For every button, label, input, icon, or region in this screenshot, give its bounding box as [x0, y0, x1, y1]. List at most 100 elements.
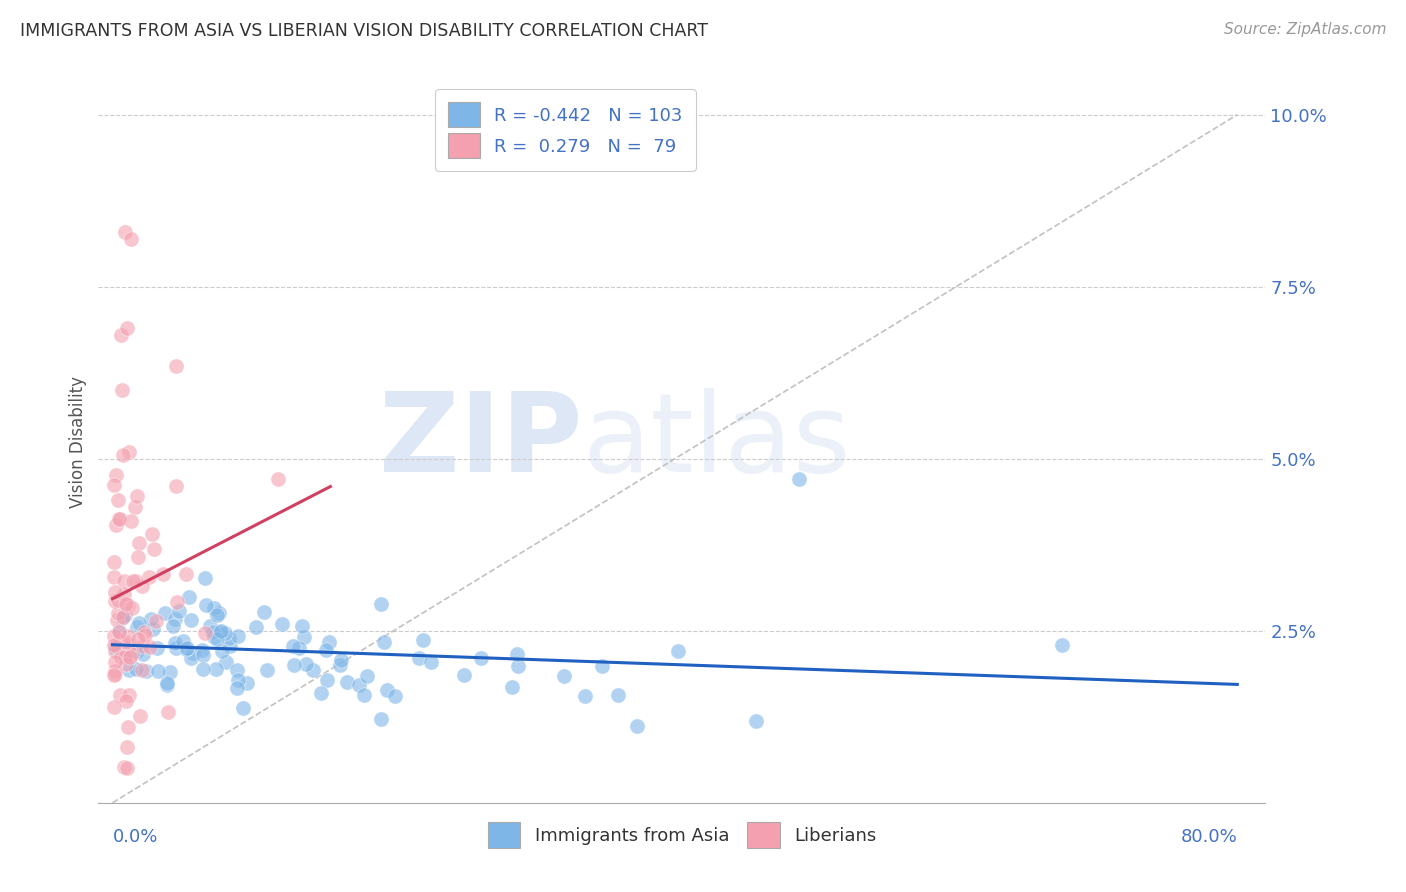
- Point: [131, 663, 153, 677]
- Point: [211, 644, 233, 658]
- Point: [103, 594, 125, 608]
- Point: [103, 665, 125, 679]
- Point: [128, 615, 150, 630]
- Point: [121, 647, 143, 661]
- Point: [205, 632, 228, 646]
- Point: [107, 641, 129, 656]
- Point: [453, 668, 475, 682]
- Point: [105, 643, 128, 657]
- Point: [218, 631, 240, 645]
- Point: [183, 646, 205, 660]
- Point: [120, 231, 142, 245]
- Point: [128, 536, 150, 550]
- Point: [145, 614, 167, 628]
- Point: [127, 549, 149, 564]
- Point: [215, 656, 238, 670]
- Point: [173, 634, 195, 648]
- Text: atlas: atlas: [582, 388, 851, 495]
- Point: [209, 624, 232, 638]
- Point: [143, 541, 166, 556]
- Point: [131, 579, 153, 593]
- Point: [292, 630, 315, 644]
- Point: [180, 651, 202, 665]
- Point: [370, 597, 392, 611]
- Point: [105, 613, 128, 627]
- Point: [114, 225, 136, 239]
- Point: [226, 629, 249, 643]
- Point: [501, 681, 523, 695]
- Point: [103, 629, 125, 643]
- Point: [370, 712, 392, 726]
- Point: [1050, 638, 1073, 652]
- Point: [105, 517, 128, 532]
- Point: [205, 662, 228, 676]
- Point: [115, 635, 138, 649]
- Point: [127, 489, 149, 503]
- Point: [114, 649, 136, 664]
- Point: [107, 512, 129, 526]
- Point: [112, 574, 135, 588]
- Point: [131, 640, 153, 654]
- Point: [121, 574, 143, 589]
- Point: [107, 625, 129, 640]
- Point: [104, 584, 127, 599]
- Point: [127, 632, 149, 647]
- Point: [125, 662, 148, 676]
- Point: [110, 632, 132, 647]
- Point: [329, 658, 352, 673]
- Point: [226, 663, 249, 677]
- Point: [163, 635, 186, 649]
- Point: [283, 657, 305, 672]
- Point: [120, 638, 142, 652]
- Point: [117, 739, 139, 754]
- Text: ZIP: ZIP: [380, 388, 582, 495]
- Point: [114, 694, 136, 708]
- Point: [218, 639, 240, 653]
- Point: [114, 608, 136, 623]
- Point: [291, 618, 314, 632]
- Point: [117, 720, 139, 734]
- Point: [125, 574, 148, 588]
- Point: [165, 359, 187, 373]
- Point: [165, 640, 187, 655]
- Point: [155, 607, 177, 621]
- Point: [191, 648, 214, 662]
- Text: 0.0%: 0.0%: [112, 828, 157, 846]
- Point: [120, 514, 142, 528]
- Text: Source: ZipAtlas.com: Source: ZipAtlas.com: [1223, 22, 1386, 37]
- Point: [110, 327, 132, 342]
- Point: [118, 445, 141, 459]
- Point: [375, 683, 398, 698]
- Point: [112, 642, 135, 657]
- Point: [103, 638, 125, 652]
- Point: [114, 648, 136, 662]
- Point: [318, 635, 340, 649]
- Point: [245, 620, 267, 634]
- Point: [124, 500, 146, 514]
- Point: [174, 566, 197, 581]
- Point: [112, 587, 135, 601]
- Point: [191, 661, 214, 675]
- Point: [134, 627, 156, 641]
- Point: [283, 639, 305, 653]
- Point: [226, 673, 249, 688]
- Point: [408, 651, 430, 665]
- Point: [235, 675, 257, 690]
- Point: [412, 633, 434, 648]
- Point: [202, 601, 225, 615]
- Point: [156, 705, 179, 719]
- Point: [159, 665, 181, 680]
- Point: [315, 643, 337, 657]
- Point: [108, 624, 131, 639]
- Point: [626, 719, 648, 733]
- Point: [470, 651, 492, 665]
- Point: [104, 666, 127, 681]
- Point: [302, 664, 325, 678]
- Point: [112, 760, 135, 774]
- Point: [256, 663, 278, 677]
- Point: [103, 570, 125, 584]
- Legend: Immigrants from Asia, Liberians: Immigrants from Asia, Liberians: [481, 815, 883, 855]
- Point: [139, 640, 162, 654]
- Point: [103, 700, 125, 714]
- Point: [118, 650, 141, 665]
